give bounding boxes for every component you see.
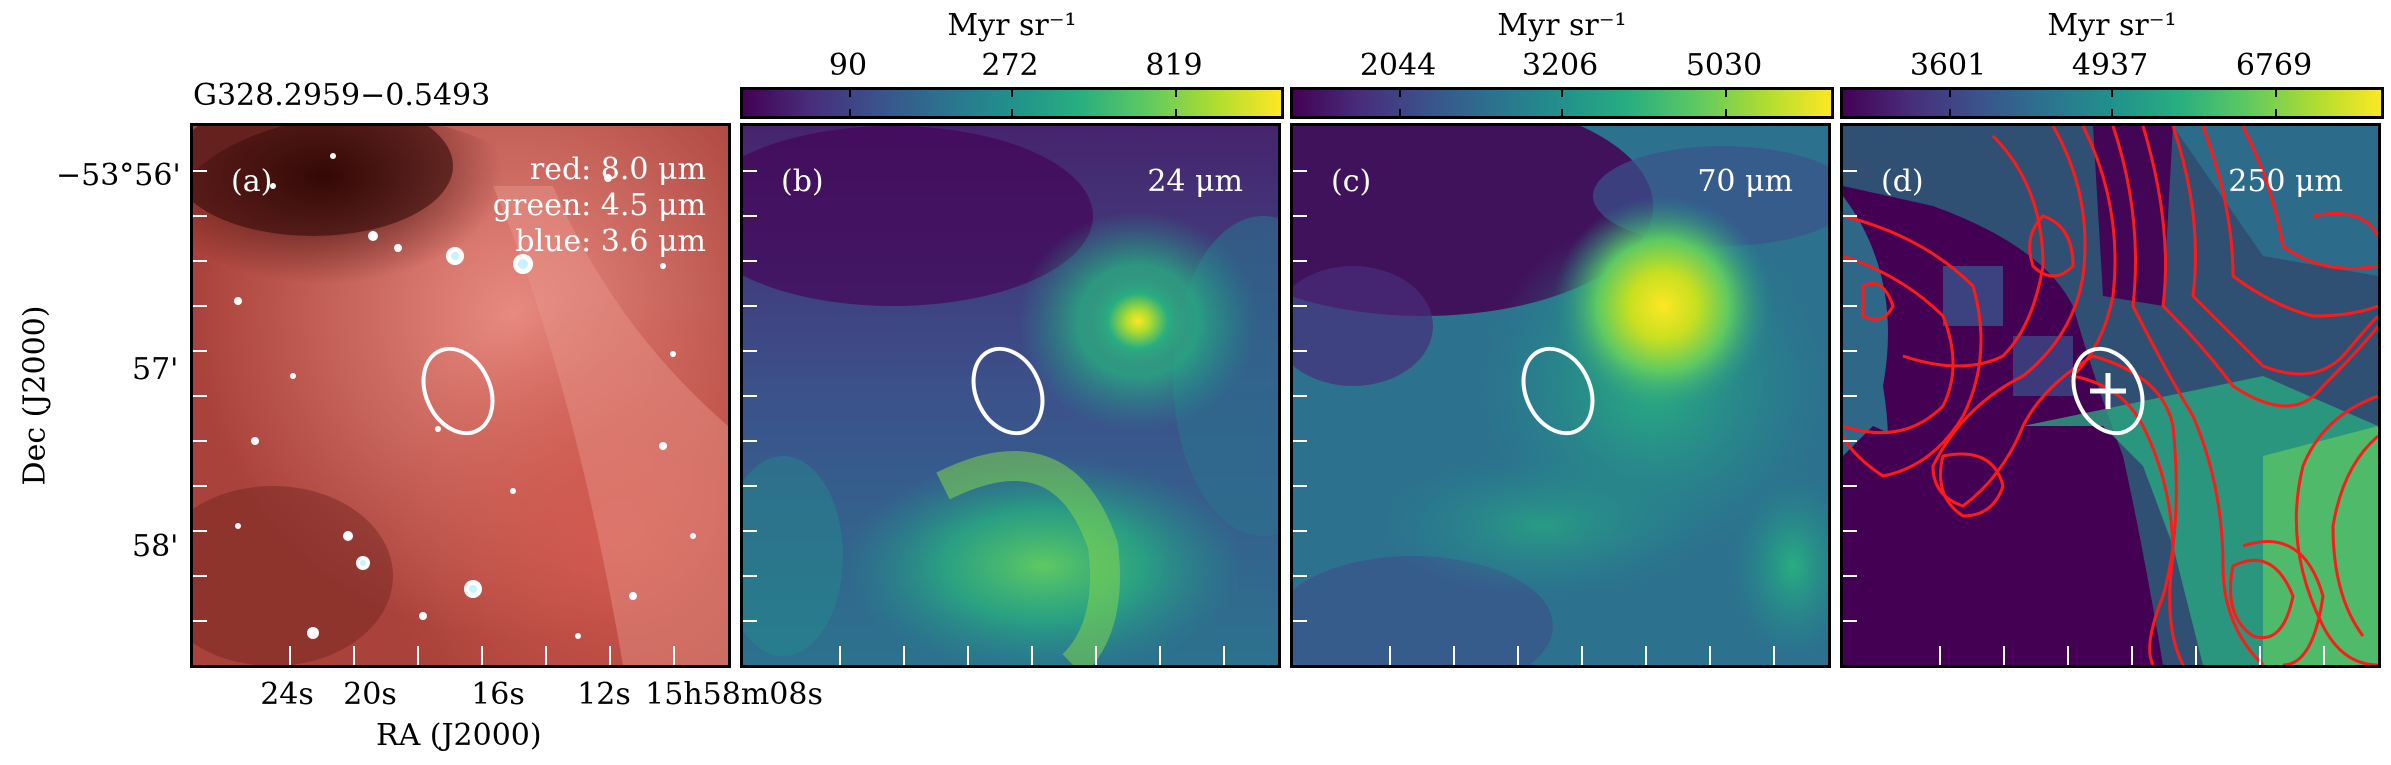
y-tick-label: 57': [132, 352, 179, 387]
colorbar-tick-label: 272: [981, 48, 1039, 83]
panel-a-rgb-image: (a) red: 8.0 μm green: 4.5 μm blue: 3.6 …: [190, 123, 731, 668]
colorbar-tick-label: 4937: [2071, 48, 2149, 83]
channel-blue-label: blue: 3.6 μm: [515, 224, 706, 259]
colorbar-250um: [1840, 87, 2384, 119]
contour: [2242, 540, 2325, 665]
contour: [2028, 214, 2075, 278]
y-tick-label: −53°56': [56, 158, 181, 193]
panel-c-70um-image: (c) 70 μm: [1290, 123, 1831, 668]
contour: [2331, 434, 2378, 637]
contour: [1902, 134, 2045, 368]
contour: [2111, 126, 2265, 665]
colorbar-unit: Myr sr⁻¹: [1497, 8, 1627, 43]
colorbar-tick-label: 90: [828, 48, 868, 83]
panel-label: (c): [1331, 164, 1372, 199]
panel-d-250um-image: (d) 250 μm: [1840, 123, 2381, 668]
beam-ellipse: [2071, 346, 2145, 436]
colorbar-70um: [1290, 87, 1834, 119]
x-axis-title: RA (J2000): [376, 718, 542, 753]
contour: [1843, 254, 1955, 435]
beam-ellipse: [971, 346, 1045, 436]
band-label: 250 μm: [2228, 164, 2343, 199]
x-tick-label: 24s: [260, 677, 314, 712]
panel-label: (a): [231, 164, 273, 199]
colorbar-tick-label: 6769: [2235, 48, 2313, 83]
colorbar-tick-label: 5030: [1685, 48, 1763, 83]
beam-ellipse: [421, 346, 495, 436]
y-axis-title: Dec (J2000): [17, 305, 53, 486]
contour: [1843, 214, 1983, 478]
x-tick-label: 20s: [343, 677, 397, 712]
contour: [1861, 282, 1895, 321]
colorbar-tick-label: 3601: [1909, 48, 1987, 83]
colorbar-unit: Myr sr⁻¹: [947, 8, 1077, 43]
contour: [2229, 558, 2295, 639]
contour: [1939, 452, 2005, 518]
panel-label: (d): [1881, 164, 1924, 199]
x-tick-label: 16s: [471, 677, 525, 712]
colorbar-tick-label: 2044: [1359, 48, 1437, 83]
source-name: G328.2959−0.5493: [193, 78, 491, 113]
colorbar-tick-label: 3206: [1521, 48, 1599, 83]
source-cross-marker: [2090, 373, 2126, 409]
contour: [2171, 126, 2378, 376]
contour: [2294, 394, 2378, 665]
colorbar-24um: [740, 87, 1284, 119]
colorbar-tick-label: 819: [1145, 48, 1203, 83]
contour: [2312, 212, 2378, 237]
channel-green-label: green: 4.5 μm: [492, 188, 706, 223]
x-tick-label: 12s: [577, 677, 631, 712]
panel-b-24um-image: (b) 24 μm: [740, 123, 1281, 668]
band-label: 24 μm: [1147, 164, 1243, 199]
colorbar-unit: Myr sr⁻¹: [2047, 8, 2177, 43]
contour: [2201, 126, 2378, 318]
beam-ellipse: [1521, 346, 1595, 436]
channel-red-label: red: 8.0 μm: [529, 152, 706, 187]
contour: [2241, 126, 2378, 270]
panel-label: (b): [781, 164, 824, 199]
contour: [2141, 126, 2378, 408]
x-tick-label: 15h58m08s: [645, 677, 823, 712]
y-tick-label: 58': [132, 529, 179, 564]
band-label: 70 μm: [1697, 164, 1793, 199]
